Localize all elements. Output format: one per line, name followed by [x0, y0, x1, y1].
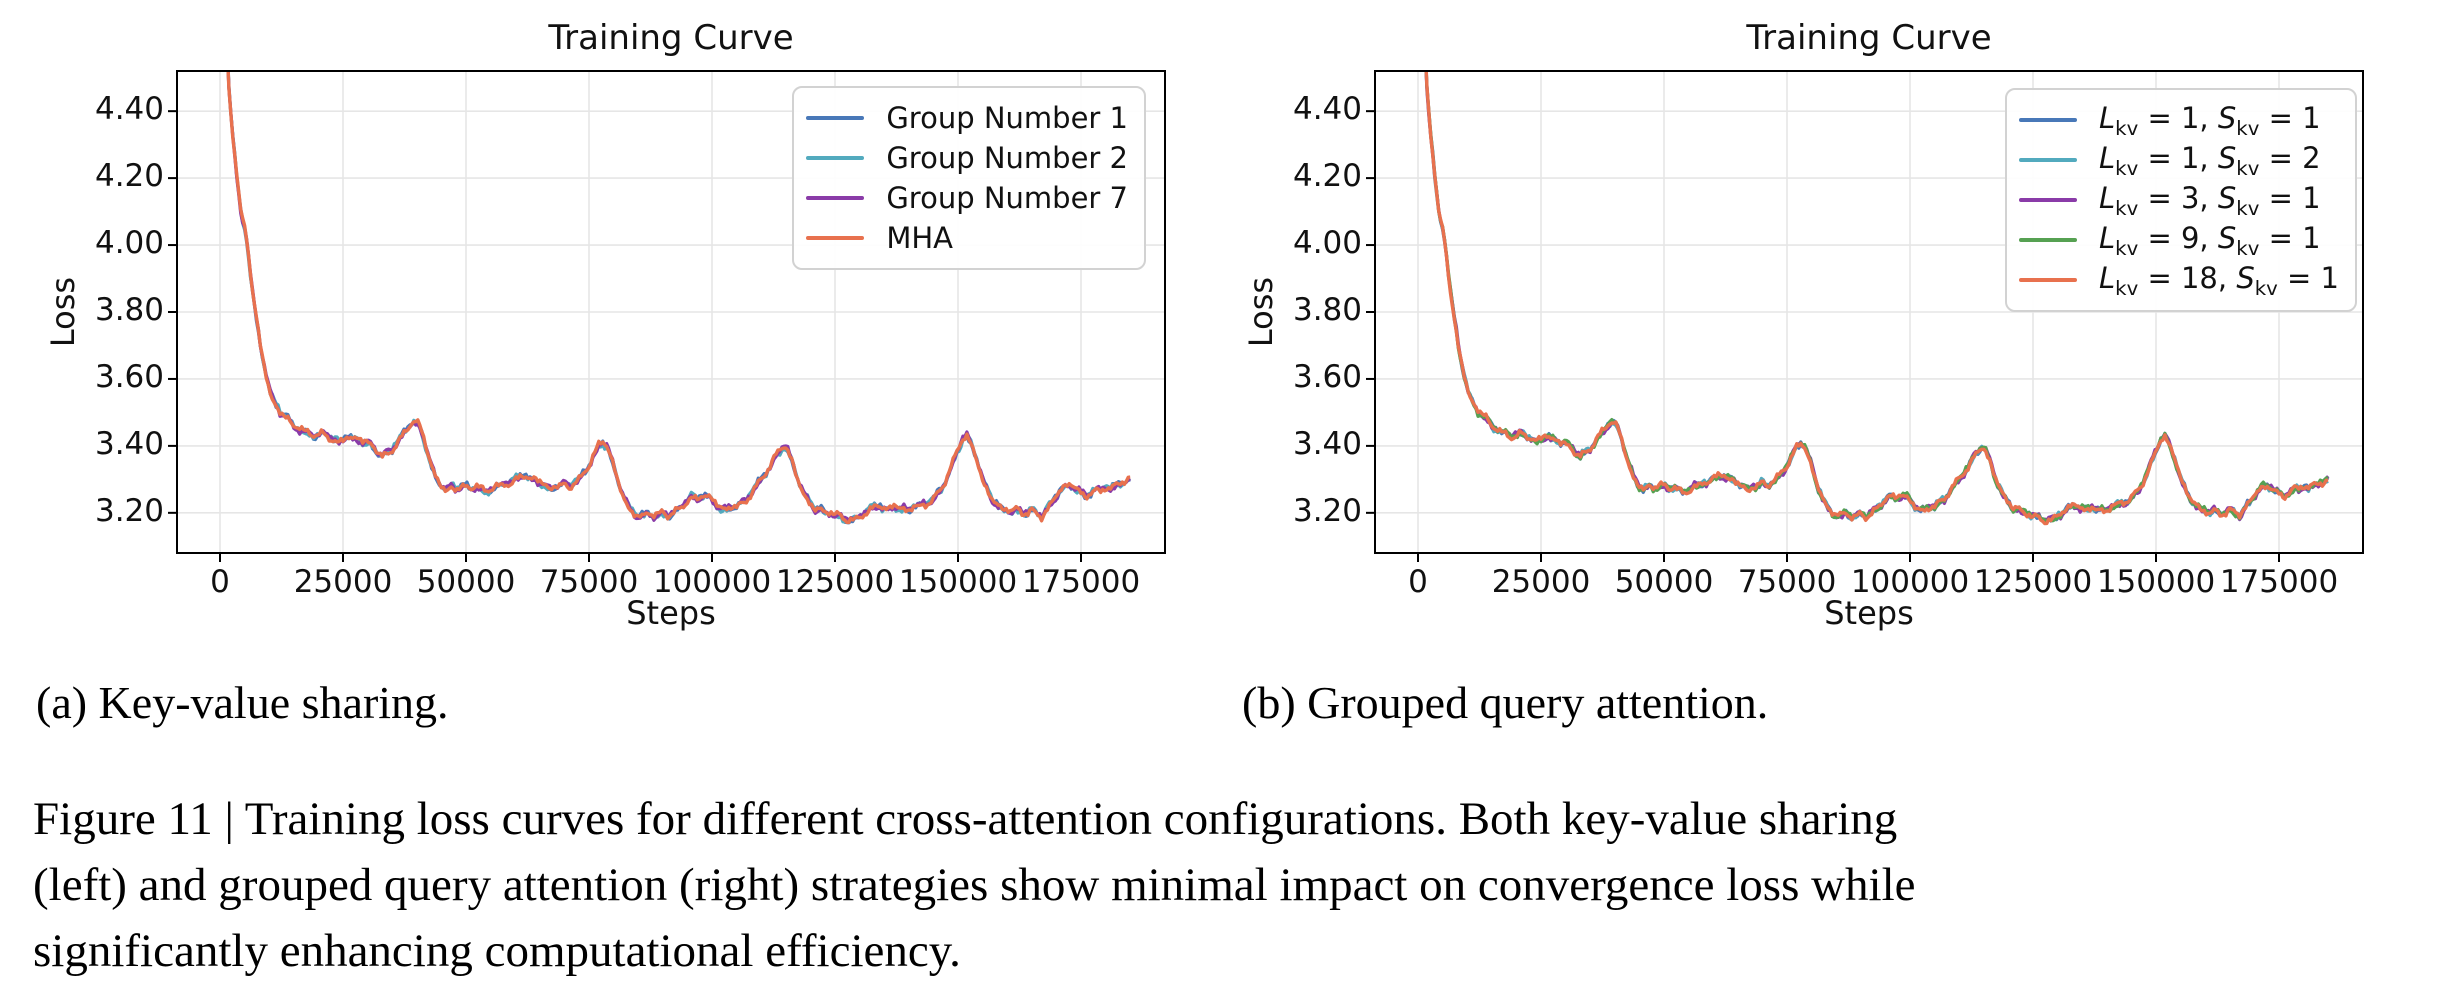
y-tick-label: 3.20 [94, 492, 164, 529]
x-tick-label: 100000 [1850, 564, 1970, 600]
legend-label: Lkv = 1, Skv = 2 [2098, 140, 2321, 180]
y-tick-label: 3.40 [1292, 425, 1362, 462]
legend-item: MHA [806, 218, 1128, 258]
y-tick-label: 3.80 [94, 292, 164, 328]
figure-caption: Figure 11 | Training loss curves for dif… [33, 786, 2423, 984]
x-axis-label: Steps [1824, 594, 1914, 632]
legend-label: Group Number 1 [886, 101, 1128, 135]
legend-item: Lkv = 1, Skv = 1 [2018, 100, 2339, 140]
y-tick-label: 4.40 [94, 91, 164, 128]
legend-line-swatch [806, 116, 865, 120]
x-tick-label: 125000 [1973, 564, 2093, 600]
legend-line-swatch [806, 156, 865, 160]
x-axis-label: Steps [626, 594, 716, 632]
figure-caption-line-2: (left) and grouped query attention (righ… [33, 859, 1916, 911]
x-tick-label: 0 [1408, 564, 1428, 600]
legend-line-swatch [806, 236, 865, 240]
legend-item: Lkv = 9, Skv = 1 [2018, 220, 2339, 260]
y-tick-label: 3.40 [94, 425, 164, 462]
legend-item: Group Number 1 [806, 98, 1128, 138]
y-tick-label: 4.20 [1292, 158, 1362, 195]
y-tick-label: 4.20 [94, 158, 164, 195]
x-tick-label: 150000 [898, 564, 1018, 600]
y-tick-label: 3.20 [1292, 492, 1362, 529]
legend: Group Number 1 Group Number 2 Group Number… [792, 86, 1146, 270]
y-tick-label: 3.80 [1292, 292, 1362, 328]
legend-label: MHA [886, 221, 953, 255]
x-tick-label: 25000 [293, 564, 393, 600]
x-tick-label: 175000 [1021, 564, 1141, 600]
x-tick-label: 175000 [2219, 564, 2339, 600]
legend-label: Group Number 2 [886, 141, 1128, 175]
y-tick-label: 4.00 [94, 225, 164, 262]
legend-label: Lkv = 9, Skv = 1 [2098, 220, 2321, 260]
subcaption-b: (b) Grouped query attention. [1242, 677, 1769, 728]
y-tick-label: 4.40 [1292, 91, 1362, 128]
legend-line-swatch [806, 196, 865, 200]
x-tick-label: 50000 [1614, 564, 1714, 600]
x-tick-label: 125000 [775, 564, 895, 600]
legend: Lkv = 1, Skv = 1 Lkv = 1, Skv = 2 Lkv = 3,… [2004, 88, 2357, 312]
figure-caption-line-3: significantly enhancing computational ef… [33, 925, 961, 977]
legend-line-swatch [2018, 158, 2077, 162]
legend-line-swatch [2018, 238, 2077, 242]
x-tick-label: 100000 [652, 564, 772, 600]
legend-item: Lkv = 18, Skv = 1 [2018, 260, 2339, 300]
legend-line-swatch [2018, 278, 2077, 282]
chart-group-a [168, 70, 1166, 562]
y-tick-label: 3.60 [94, 358, 164, 395]
x-tick-label: 25000 [1491, 564, 1591, 600]
figure-caption-line-1: Figure 11 | Training loss curves for dif… [33, 793, 1898, 845]
y-tick-label: 4.00 [1292, 225, 1362, 262]
subcaption-a: (a) Key-value sharing. [36, 677, 449, 728]
legend-item: Group Number 2 [806, 138, 1128, 178]
legend-item: Group Number 7 [806, 178, 1128, 218]
legend-line-swatch [2018, 118, 2077, 122]
x-tick-label: 50000 [416, 564, 516, 600]
x-tick-label: 150000 [2096, 564, 2216, 600]
legend-item: Lkv = 1, Skv = 2 [2018, 140, 2339, 180]
legend-label: Lkv = 3, Skv = 1 [2098, 180, 2321, 220]
x-tick-label: 75000 [539, 564, 639, 600]
y-tick-label: 3.60 [1292, 358, 1362, 395]
legend-label: Group Number 7 [886, 181, 1128, 215]
x-tick-label: 0 [210, 564, 230, 600]
chart-title: Training Curve [1746, 18, 1992, 58]
legend-item: Lkv = 3, Skv = 1 [2018, 180, 2339, 220]
legend-label: Lkv = 18, Skv = 1 [2098, 260, 2339, 300]
x-tick-label: 75000 [1737, 564, 1837, 600]
chart-title: Training Curve [548, 18, 794, 58]
legend-line-swatch [2018, 198, 2077, 202]
legend-label: Lkv = 1, Skv = 1 [2098, 100, 2321, 140]
